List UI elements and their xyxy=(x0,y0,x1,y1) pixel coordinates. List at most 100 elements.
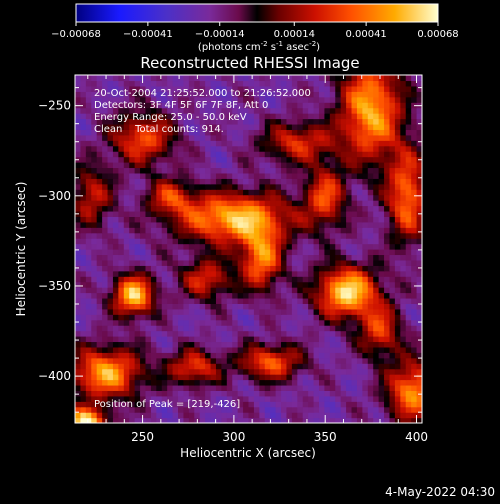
heatmap-cell xyxy=(297,183,304,190)
heatmap-cell xyxy=(373,172,380,179)
heatmap-cell xyxy=(362,341,369,348)
heatmap-cell xyxy=(378,238,385,245)
heatmap-cell xyxy=(140,243,147,250)
heatmap-cell xyxy=(102,265,109,272)
heatmap-cell xyxy=(367,325,374,332)
heatmap-cell xyxy=(161,249,168,256)
heatmap-cell xyxy=(156,134,163,141)
heatmap-cell xyxy=(102,281,109,288)
heatmap-cell xyxy=(221,270,228,277)
heatmap-cell xyxy=(384,384,391,391)
heatmap-cell xyxy=(411,75,418,82)
heatmap-cell xyxy=(80,216,87,223)
heatmap-cell xyxy=(150,118,157,125)
heatmap-cell xyxy=(362,379,369,386)
heatmap-cell xyxy=(362,352,369,359)
heatmap-cell xyxy=(346,249,353,256)
heatmap-cell xyxy=(112,346,119,353)
heatmap-cell xyxy=(237,216,244,223)
heatmap-cell xyxy=(129,417,136,423)
heatmap-cell xyxy=(243,346,250,353)
heatmap-cell xyxy=(243,417,250,423)
heatmap-cell xyxy=(248,270,255,277)
heatmap-cell xyxy=(308,401,315,408)
heatmap-cell xyxy=(226,406,233,413)
heatmap-cell xyxy=(264,194,271,201)
heatmap-cell xyxy=(172,151,179,158)
heatmap-cell xyxy=(140,287,147,294)
heatmap-cell xyxy=(286,145,293,152)
heatmap-cell xyxy=(140,276,147,283)
heatmap-cell xyxy=(194,314,201,321)
heatmap-cell xyxy=(351,243,358,250)
heatmap-cell xyxy=(178,145,185,152)
heatmap-cell xyxy=(188,102,195,109)
heatmap-cell xyxy=(340,80,347,87)
heatmap-cell xyxy=(356,412,363,419)
heatmap-cell xyxy=(378,123,385,130)
heatmap-cell xyxy=(232,352,239,359)
heatmap-cell xyxy=(96,276,103,283)
heatmap-cell xyxy=(134,395,141,402)
heatmap-cell xyxy=(150,243,157,250)
heatmap-cell xyxy=(150,292,157,299)
heatmap-cell xyxy=(150,357,157,364)
heatmap-cell xyxy=(123,75,130,82)
heatmap-cell xyxy=(232,379,239,386)
heatmap-cell xyxy=(264,417,271,423)
heatmap-cell xyxy=(362,227,369,234)
heatmap-cell xyxy=(123,357,130,364)
heatmap-cell xyxy=(112,162,119,169)
heatmap-cell xyxy=(118,308,125,315)
heatmap-cell xyxy=(384,123,391,130)
heatmap-cell xyxy=(96,107,103,114)
heatmap-cell xyxy=(340,292,347,299)
heatmap-cell xyxy=(394,118,401,125)
heatmap-cell xyxy=(324,287,331,294)
heatmap-cell xyxy=(394,281,401,288)
heatmap-cell xyxy=(324,151,331,158)
heatmap-cell xyxy=(270,297,277,304)
heatmap-cell xyxy=(129,232,136,239)
heatmap-cell xyxy=(340,341,347,348)
heatmap-cell xyxy=(362,221,369,228)
heatmap-cell xyxy=(264,314,271,321)
heatmap-cell xyxy=(156,162,163,169)
heatmap-cell xyxy=(194,200,201,207)
heatmap-cell xyxy=(199,123,206,130)
heatmap-cell xyxy=(237,249,244,256)
heatmap-cell xyxy=(367,178,374,185)
heatmap-cell xyxy=(167,107,174,114)
heatmap-cell xyxy=(140,303,147,310)
heatmap-cell xyxy=(91,113,98,120)
heatmap-cell xyxy=(237,341,244,348)
heatmap-cell xyxy=(123,205,130,212)
heatmap-cell xyxy=(107,265,114,272)
heatmap-cell xyxy=(129,129,136,136)
heatmap-cell xyxy=(96,96,103,103)
heatmap-cell xyxy=(264,232,271,239)
heatmap-cell xyxy=(129,172,136,179)
heatmap-cell xyxy=(96,102,103,109)
heatmap-cell xyxy=(226,336,233,343)
heatmap-cell xyxy=(123,401,130,408)
heatmap-cell xyxy=(411,205,418,212)
heatmap-cell xyxy=(351,232,358,239)
heatmap-cell xyxy=(394,265,401,272)
heatmap-cell xyxy=(335,96,342,103)
heatmap-cell xyxy=(118,319,125,326)
heatmap-cell xyxy=(188,85,195,92)
heatmap-cell xyxy=(297,205,304,212)
heatmap-cell xyxy=(221,113,228,120)
heatmap-cell xyxy=(335,107,342,114)
heatmap-cell xyxy=(362,172,369,179)
heatmap-cell xyxy=(318,319,325,326)
heatmap-cell xyxy=(248,227,255,234)
heatmap-cell xyxy=(75,172,82,179)
heatmap-cell xyxy=(91,238,98,245)
heatmap-cell xyxy=(215,341,222,348)
heatmap-cell xyxy=(291,227,298,234)
heatmap-cell xyxy=(188,368,195,375)
heatmap-cell xyxy=(123,276,130,283)
heatmap-cell xyxy=(150,162,157,169)
